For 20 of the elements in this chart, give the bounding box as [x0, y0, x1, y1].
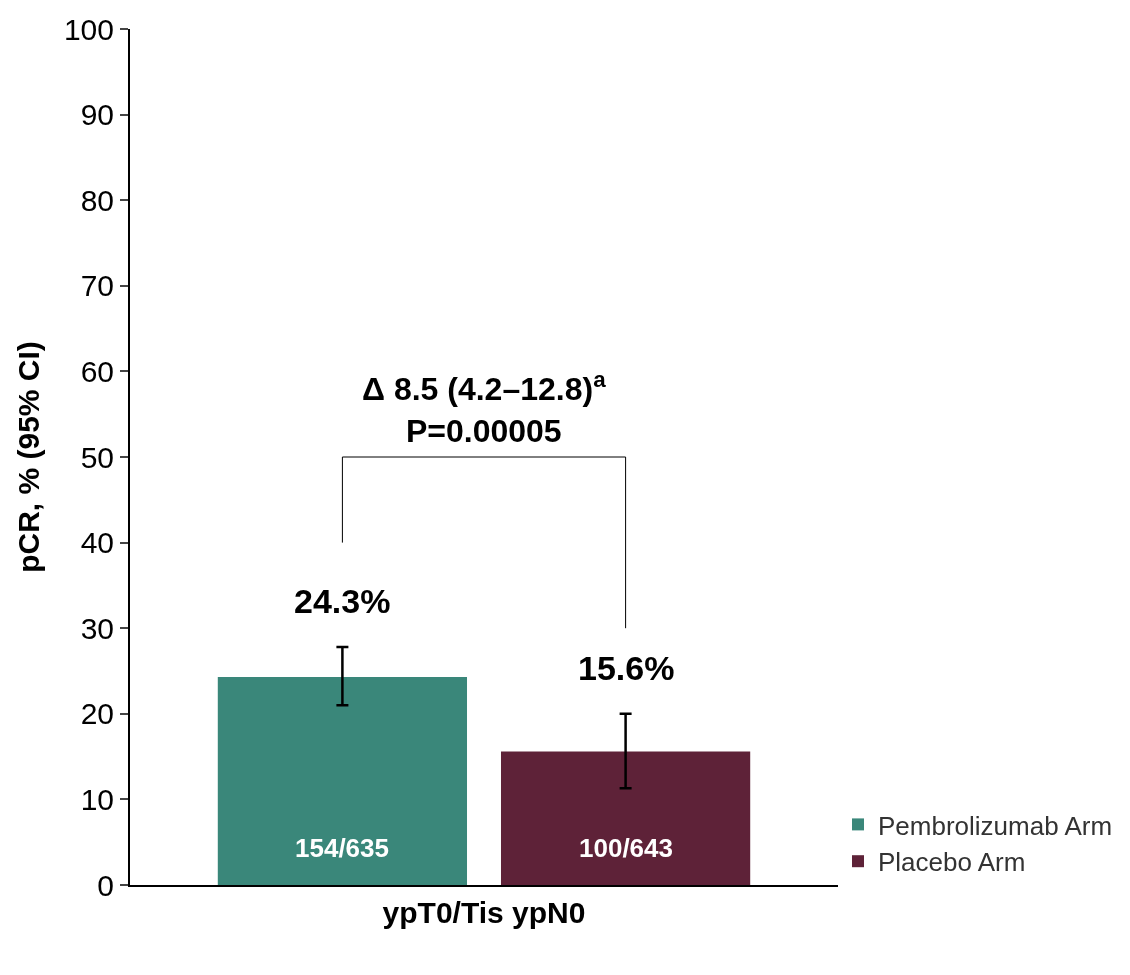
y-tick-label: 90: [80, 98, 114, 132]
y-tick-label: 80: [80, 183, 114, 217]
y-tick-label: 0: [97, 868, 114, 902]
legend-label: Placebo Arm: [878, 847, 1026, 878]
y-tick-label: 10: [80, 782, 114, 816]
y-tick-label: 100: [63, 12, 114, 46]
y-tick-label: 60: [80, 354, 114, 388]
text: Δ 8.5 (4.2–12.8)$^{a}$ P=0.00005: [362, 367, 606, 450]
x-tick-label: ypT0/Tis ypN0: [382, 896, 586, 929]
data-label: 15.6%: [578, 649, 675, 687]
y-axis-title: pCR, % (95% CI): [12, 341, 46, 573]
y-tick-label: 70: [80, 269, 114, 303]
legend-label: Pembrolizumab Arm: [878, 810, 1113, 841]
annotation: 154/635: [295, 833, 389, 863]
annotation: 100/643: [579, 833, 673, 863]
y-tick-label: 30: [80, 611, 114, 645]
y-tick-label: 20: [80, 697, 114, 731]
y-tick-label: 40: [80, 526, 114, 560]
data-label: 24.3%: [294, 582, 391, 620]
y-tick-label: 50: [80, 440, 114, 474]
